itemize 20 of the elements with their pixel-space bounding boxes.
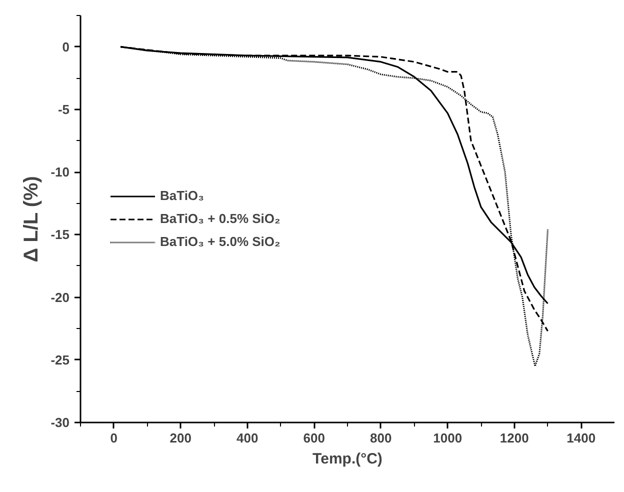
- x-tick-label: 1400: [566, 430, 596, 446]
- x-tick-label: 200: [170, 430, 192, 446]
- y-tick-label: -20: [50, 290, 70, 305]
- legend-label: BaTiO₃ + 5.0% SiO₂: [160, 234, 280, 249]
- legend-label: BaTiO₃ + 0.5% SiO₂: [160, 211, 280, 226]
- x-tick-label: 1000: [433, 430, 462, 446]
- legend-label: BaTiO₃: [160, 188, 204, 203]
- y-tick-label: -10: [50, 164, 70, 180]
- x-tick-label: 0: [110, 430, 118, 446]
- x-axis-title: Temp.(°C): [312, 450, 382, 468]
- y-tick-label: -25: [50, 352, 70, 368]
- y-axis-title: Δ L/L (%): [20, 176, 43, 262]
- y-tick-label: -15: [50, 227, 70, 242]
- x-tick-label: 600: [303, 430, 325, 446]
- y-tick-label: -30: [50, 415, 70, 430]
- x-tick-label: 400: [236, 430, 258, 446]
- y-tick-label: -5: [58, 102, 70, 117]
- x-tick-label: 800: [370, 430, 392, 446]
- x-tick-label: 1200: [500, 430, 529, 446]
- y-tick-label: 0: [62, 39, 70, 54]
